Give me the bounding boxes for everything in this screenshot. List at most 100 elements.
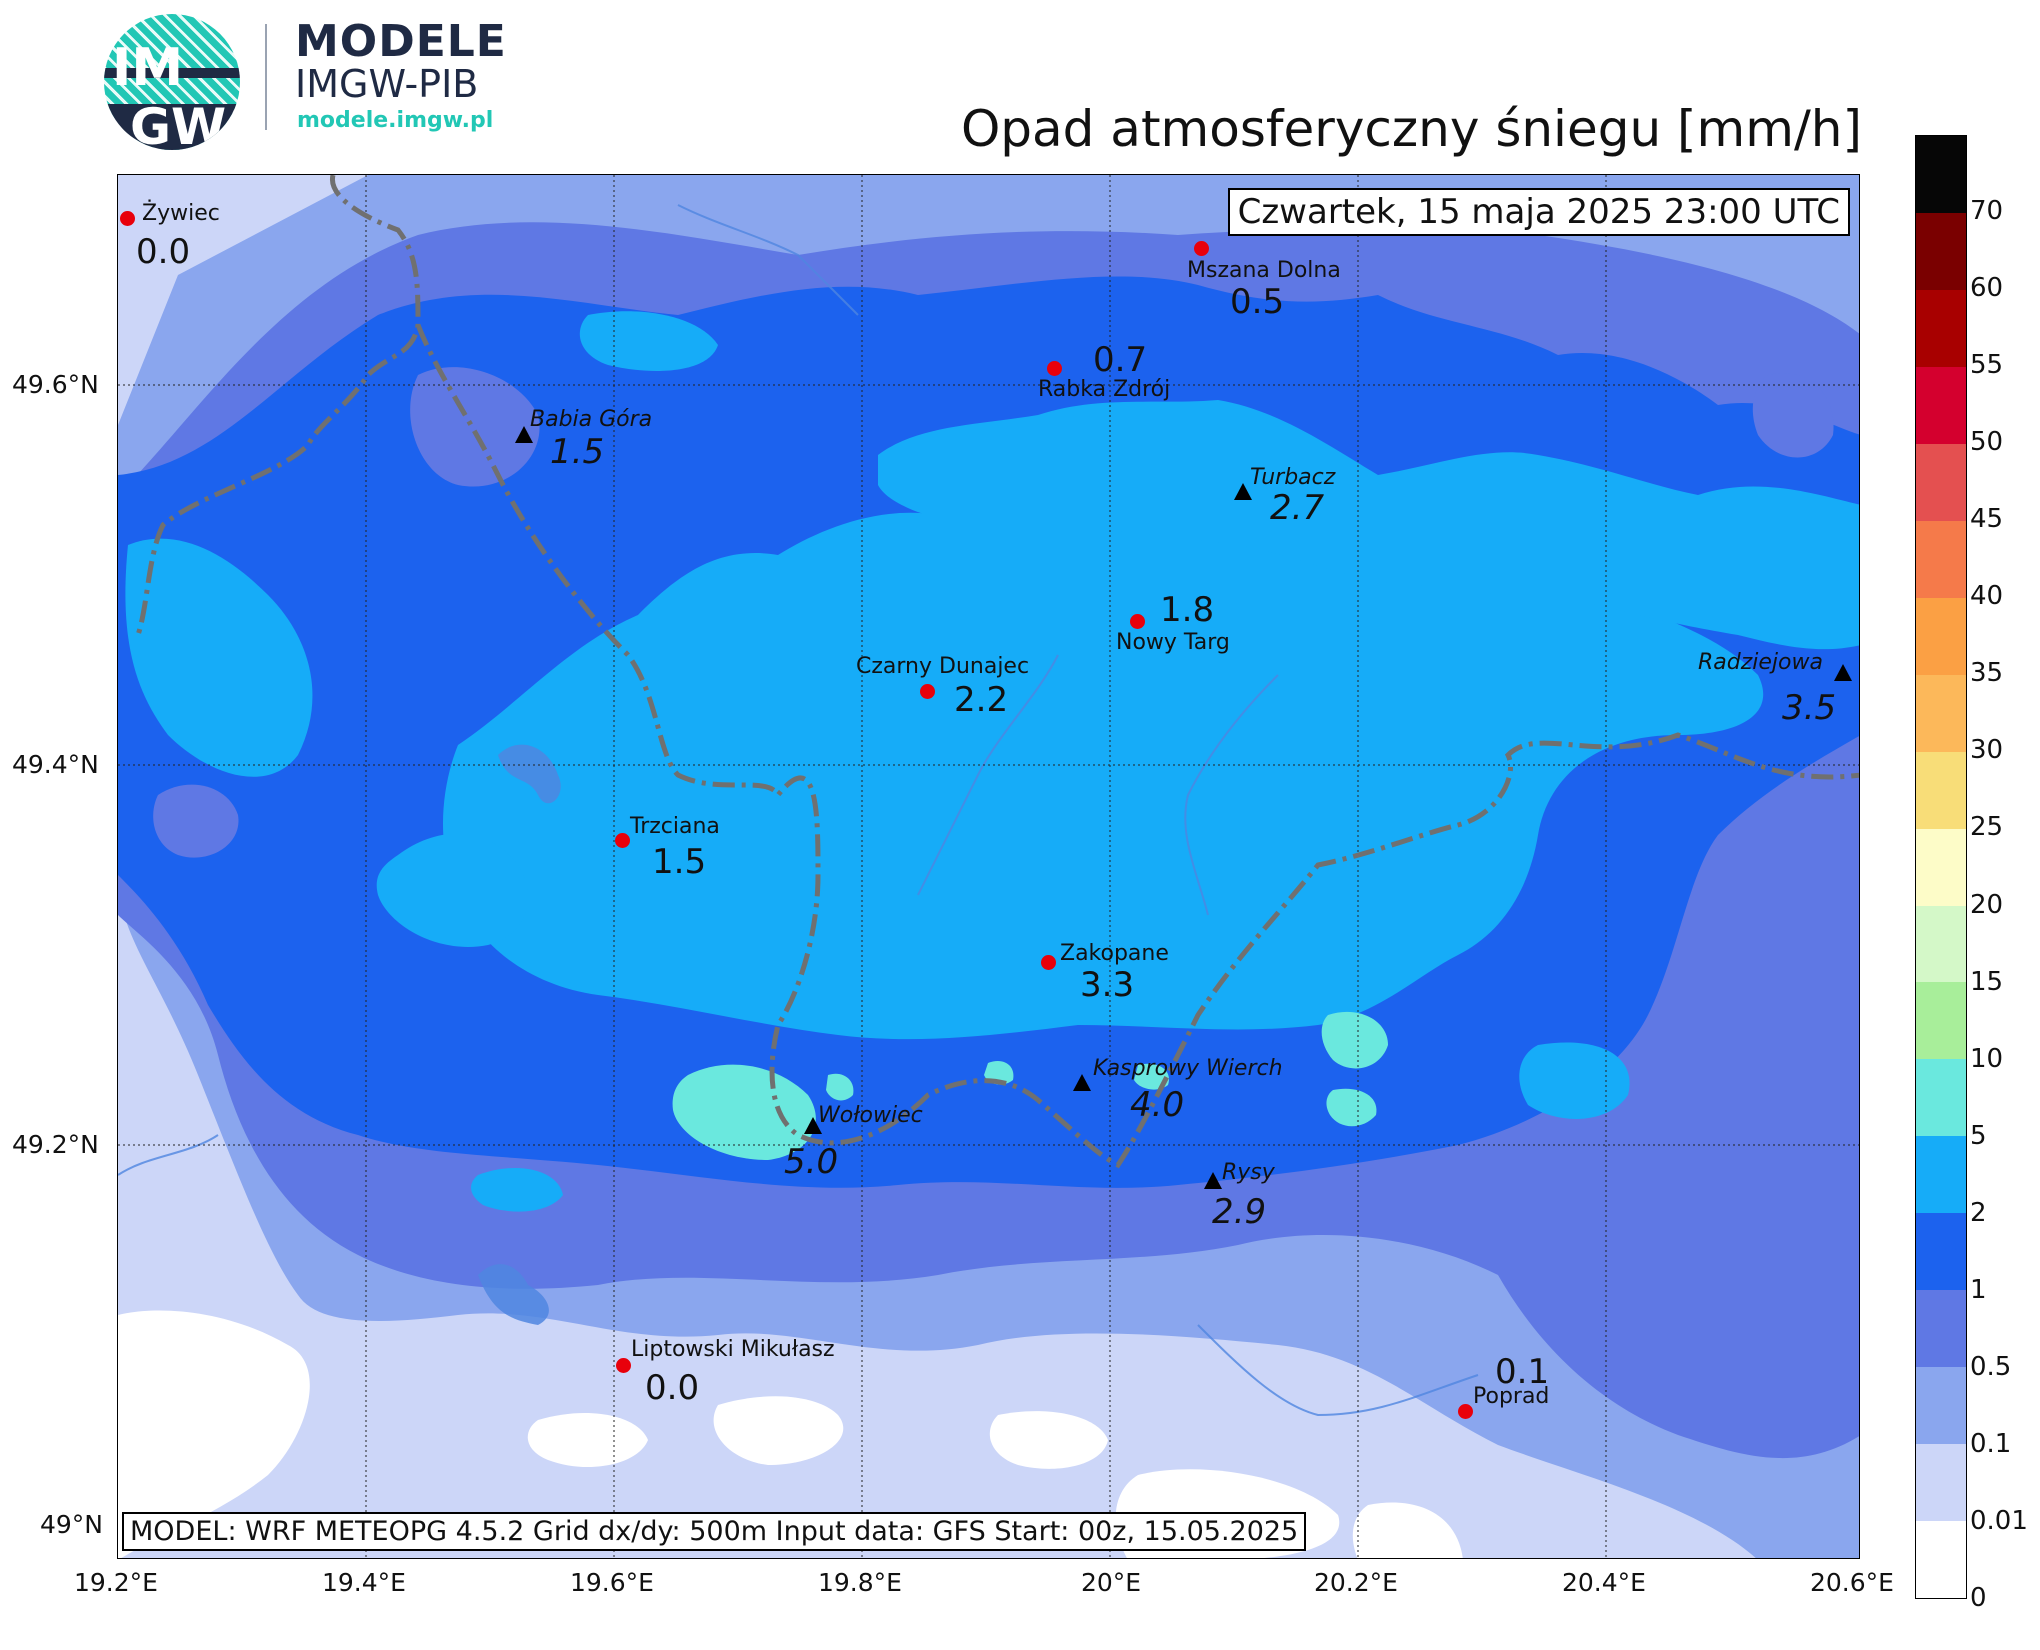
colorbar-swatch-20 — [1916, 828, 1966, 906]
colorbar-swatch-55 — [1916, 289, 1966, 367]
station-marker-trzciana — [615, 833, 630, 848]
station-value-mszana-dolna: 0.5 — [1230, 282, 1285, 322]
peak-label-babia-gora: Babia Góra — [530, 407, 653, 432]
station-value-czarny-dunajec: 2.2 — [954, 680, 1009, 720]
imgw-logo: IM GW — [104, 14, 240, 150]
logo-text-top: IM — [112, 38, 184, 98]
field-2-patches — [125, 311, 1630, 1212]
lon-tick-20: 20°E — [1081, 1568, 1142, 1597]
station-label-czarny-dunajec: Czarny Dunajec — [856, 654, 1030, 679]
lat-tick-49-6: 49.6°N — [12, 370, 99, 399]
model-info: MODEL: WRF METEOPG 4.5.2 Grid dx/dy: 500… — [122, 1512, 1307, 1551]
logo-divider — [265, 24, 267, 130]
peak-label-wolowiec: Wołowiec — [818, 1103, 923, 1128]
logo-text-bottom: GW — [130, 98, 227, 150]
colorbar-label-20: 20 — [1970, 889, 2004, 920]
country-border — [135, 175, 1859, 1169]
map-frame — [117, 174, 1860, 1559]
field-0-patches — [118, 1310, 1463, 1558]
station-marker-mszana-dolna — [1194, 241, 1209, 256]
station-marker-nowy-targ — [1130, 614, 1145, 629]
station-value-zywiec: 0.0 — [136, 232, 191, 272]
station-label-rabka-zdroj: Rabka Zdrój — [1038, 377, 1171, 402]
lakes — [478, 744, 561, 1325]
colorbar-label-30: 30 — [1970, 735, 2004, 766]
colorbar-label-5: 5 — [1970, 1120, 1987, 1151]
colorbar-swatch-0.5 — [1916, 1290, 1966, 1368]
station-value-trzciana: 1.5 — [652, 842, 707, 882]
colorbar-swatch-40 — [1916, 520, 1966, 598]
lat-tick-49-2: 49.2°N — [12, 1130, 99, 1159]
station-value-zakopane: 3.3 — [1080, 965, 1135, 1005]
station-label-nowy-targ: Nowy Targ — [1116, 630, 1230, 655]
station-label-zywiec: Żywiec — [142, 201, 220, 226]
peak-marker-rysy — [1204, 1172, 1222, 1189]
colorbar-label-50: 50 — [1970, 427, 2004, 458]
colorbar-label-25: 25 — [1970, 812, 2004, 843]
lat-tick-49-4: 49.4°N — [12, 750, 99, 779]
colorbar-label-0: 0 — [1970, 1583, 1987, 1613]
lon-tick-19-6: 19.6°E — [570, 1568, 654, 1597]
field-2 — [443, 492, 1764, 1040]
lon-tick-19-2: 19.2°E — [74, 1568, 158, 1597]
colorbar-label-15: 15 — [1970, 966, 2004, 997]
rivers — [118, 204, 1479, 1417]
peak-value-turbacz: 2.7 — [1270, 488, 1325, 528]
station-marker-zakopane — [1041, 955, 1056, 970]
station-marker-zywiec — [120, 211, 135, 226]
station-value-liptowski-mikulasz: 0.0 — [645, 1368, 700, 1408]
lon-tick-20-6: 20.6°E — [1810, 1568, 1894, 1597]
station-marker-poprad — [1458, 1404, 1473, 1419]
peak-value-babia-gora: 1.5 — [550, 432, 605, 472]
peak-label-radziejowa: Radziejowa — [1698, 650, 1823, 675]
lat-tick-49-0: 49°N — [40, 1510, 104, 1539]
peak-value-wolowiec: 5.0 — [784, 1142, 839, 1182]
colorbar-label-45: 45 — [1970, 504, 2004, 535]
map-title: Opad atmosferyczny śniegu [mm/h] — [960, 100, 1862, 158]
colorbar-swatch-1 — [1916, 1213, 1966, 1291]
station-label-poprad: Poprad — [1473, 1384, 1550, 1409]
brand-url[interactable]: modele.imgw.pl — [297, 108, 494, 133]
colorbar-label-55: 55 — [1970, 350, 2004, 381]
colorbar-swatch-15 — [1916, 905, 1966, 983]
station-label-mszana-dolna: Mszana Dolna — [1187, 258, 1341, 283]
peak-value-radziejowa: 3.5 — [1782, 688, 1837, 728]
peak-marker-radziejowa — [1834, 664, 1852, 681]
lon-tick-20-4: 20.4°E — [1562, 1568, 1646, 1597]
brand-title: MODELE — [295, 16, 507, 67]
peak-value-rysy: 2.9 — [1212, 1192, 1267, 1232]
colorbar-swatch-5 — [1916, 1059, 1966, 1137]
forecast-date: Czwartek, 15 maja 2025 23:00 UTC — [1227, 188, 1850, 236]
lon-tick-19-4: 19.4°E — [322, 1568, 406, 1597]
colorbar-swatch-45 — [1916, 443, 1966, 521]
colorbar — [1915, 135, 1967, 1599]
colorbar-swatch-50 — [1916, 366, 1966, 444]
station-value-poprad: 0.1 — [1495, 1352, 1550, 1392]
colorbar-swatch-25 — [1916, 751, 1966, 829]
colorbar-label-10: 10 — [1970, 1043, 2004, 1074]
peak-marker-wolowiec — [804, 1117, 822, 1134]
field-2-north — [878, 400, 1859, 650]
colorbar-label-60: 60 — [1970, 273, 2004, 304]
colorbar-swatch-0.01 — [1916, 1444, 1966, 1522]
colorbar-swatch-70 — [1916, 136, 1966, 213]
colorbar-label-0.5: 0.5 — [1970, 1351, 2012, 1382]
station-label-trzciana: Trzciana — [630, 814, 720, 839]
station-marker-czarny-dunajec — [920, 684, 935, 699]
station-label-liptowski-mikulasz: Liptowski Mikułasz — [631, 1337, 835, 1362]
peak-marker-kasprowy-wierch — [1073, 1074, 1091, 1091]
peak-marker-babia-gora — [515, 426, 533, 443]
station-marker-liptowski-mikulasz — [616, 1358, 631, 1373]
peak-marker-turbacz — [1234, 483, 1252, 500]
lon-tick-19-8: 19.8°E — [818, 1568, 902, 1597]
station-value-rabka-zdroj: 0.7 — [1093, 340, 1148, 380]
colorbar-swatch-0.1 — [1916, 1367, 1966, 1445]
field-5-patches — [672, 1011, 1388, 1160]
colorbar-label-40: 40 — [1970, 581, 2004, 612]
snowfall-field-map — [118, 175, 1859, 1558]
station-value-nowy-targ: 1.8 — [1160, 590, 1215, 630]
colorbar-label-0.1: 0.1 — [1970, 1428, 2012, 1459]
colorbar-swatch-60 — [1916, 212, 1966, 290]
peak-label-turbacz: Turbacz — [1250, 465, 1336, 490]
peak-label-kasprowy-wierch: Kasprowy Wierch — [1093, 1056, 1283, 1081]
